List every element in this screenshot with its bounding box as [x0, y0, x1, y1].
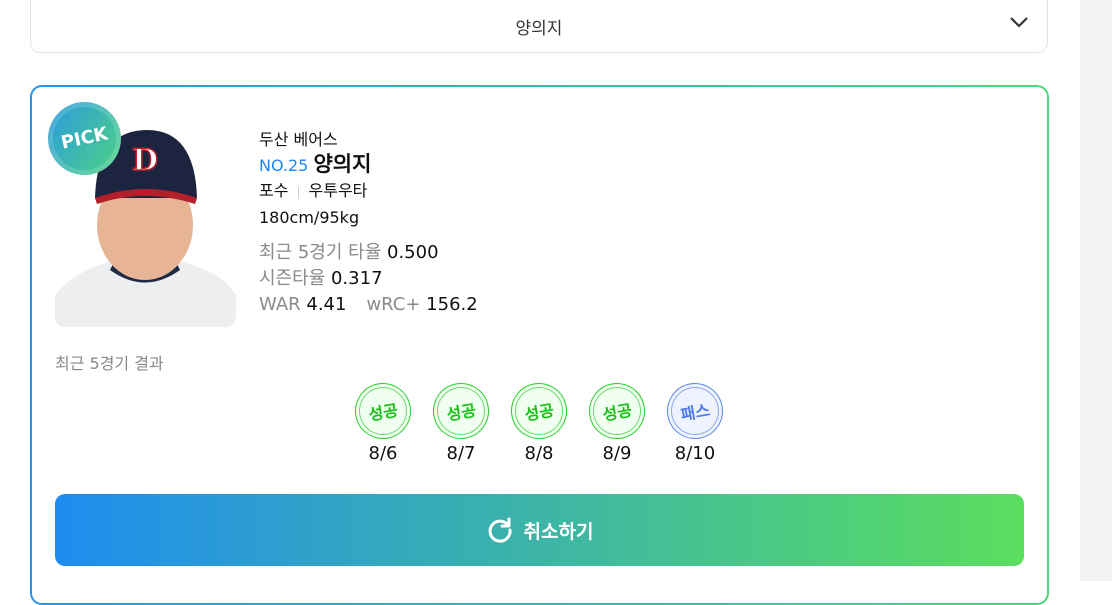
success-stamp: 성공	[428, 378, 494, 444]
result-item: 패스 8/10	[662, 378, 728, 464]
player-name: 양의지	[313, 152, 372, 176]
recent-results: 성공 8/6 성공 8/7 성공 8/8 성공 8/9 패스 8/10	[350, 378, 728, 464]
cancel-button[interactable]: 취소하기	[55, 494, 1024, 566]
player-photo: D	[55, 120, 236, 327]
recent-avg-label: 최근 5경기 타율	[259, 242, 382, 263]
war-value: 4.41	[306, 294, 347, 315]
pass-stamp: 패스	[662, 378, 728, 444]
result-date: 8/10	[674, 443, 716, 464]
player-number: NO.25	[259, 156, 309, 175]
player-select[interactable]: 양의지	[30, 0, 1048, 53]
result-date: 8/7	[446, 443, 476, 464]
result-date: 8/9	[602, 443, 632, 464]
result-item: 성공 8/9	[584, 378, 650, 464]
success-stamp: 성공	[584, 378, 650, 444]
scrollbar-track	[1080, 0, 1112, 581]
chevron-down-icon	[1010, 17, 1028, 28]
wrc-value: 156.2	[426, 294, 478, 315]
team-name: 두산 베어스	[259, 130, 338, 149]
result-item: 성공 8/7	[428, 378, 494, 464]
divider: |	[296, 185, 301, 199]
result-item: 성공 8/8	[506, 378, 572, 464]
player-body: 180cm/95kg	[259, 208, 360, 227]
player-select-value: 양의지	[515, 19, 563, 39]
season-avg-label: 시즌타율	[259, 268, 326, 289]
svg-text:D: D	[132, 143, 158, 178]
result-date: 8/8	[524, 443, 554, 464]
bats-throws: 우투우타	[308, 181, 368, 200]
wrc-label: wRC+	[366, 294, 421, 315]
player-position: 포수	[259, 181, 289, 200]
success-stamp: 성공	[350, 378, 416, 444]
result-date: 8/6	[368, 443, 398, 464]
recent-results-label: 최근 5경기 결과	[55, 354, 164, 373]
refresh-icon	[488, 517, 512, 543]
result-item: 성공 8/6	[350, 378, 416, 464]
season-avg: 0.317	[330, 268, 383, 289]
war-label: WAR	[259, 294, 301, 315]
player-card: D PICK 두산 베어스 NO.25 양의지 포수 | 우투우타 180cm/95…	[30, 85, 1049, 605]
cancel-button-label: 취소하기	[523, 521, 594, 543]
recent-avg: 0.500	[387, 242, 439, 263]
success-stamp: 성공	[506, 378, 572, 444]
